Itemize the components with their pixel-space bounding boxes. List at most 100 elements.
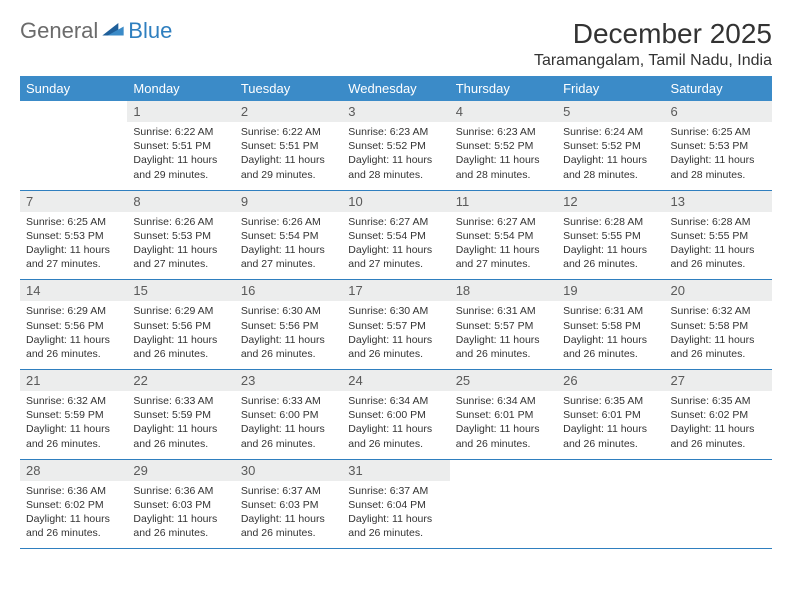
sunrise-line: Sunrise: 6:28 AM [563,215,658,229]
sunrise-line: Sunrise: 6:24 AM [563,125,658,139]
cell-body: Sunrise: 6:34 AMSunset: 6:00 PMDaylight:… [342,391,449,459]
weekday-header: Tuesday [235,76,342,101]
day-number: 5 [557,101,664,122]
sunset-line: Sunset: 5:56 PM [133,319,228,333]
cell-body: Sunrise: 6:27 AMSunset: 5:54 PMDaylight:… [342,212,449,280]
calendar-cell: 4Sunrise: 6:23 AMSunset: 5:52 PMDaylight… [450,101,557,190]
calendar-cell-empty [665,459,772,549]
sunset-line: Sunset: 5:54 PM [348,229,443,243]
daylight-line: Daylight: 11 hours and 29 minutes. [241,153,336,181]
sunrise-line: Sunrise: 6:33 AM [133,394,228,408]
day-number: 17 [342,280,449,301]
calendar-cell: 1Sunrise: 6:22 AMSunset: 5:51 PMDaylight… [127,101,234,190]
calendar-row: 7Sunrise: 6:25 AMSunset: 5:53 PMDaylight… [20,190,772,280]
day-number: 31 [342,460,449,481]
sunrise-line: Sunrise: 6:28 AM [671,215,766,229]
sunrise-line: Sunrise: 6:32 AM [26,394,121,408]
daylight-line: Daylight: 11 hours and 27 minutes. [133,243,228,271]
sunrise-line: Sunrise: 6:29 AM [133,304,228,318]
sunset-line: Sunset: 5:57 PM [456,319,551,333]
daylight-line: Daylight: 11 hours and 26 minutes. [133,333,228,361]
daylight-line: Daylight: 11 hours and 26 minutes. [26,333,121,361]
sunrise-line: Sunrise: 6:34 AM [348,394,443,408]
cell-body: Sunrise: 6:27 AMSunset: 5:54 PMDaylight:… [450,212,557,280]
calendar-cell: 13Sunrise: 6:28 AMSunset: 5:55 PMDayligh… [665,190,772,280]
sunrise-line: Sunrise: 6:35 AM [563,394,658,408]
daylight-line: Daylight: 11 hours and 27 minutes. [26,243,121,271]
daylight-line: Daylight: 11 hours and 26 minutes. [563,422,658,450]
calendar-cell: 11Sunrise: 6:27 AMSunset: 5:54 PMDayligh… [450,190,557,280]
calendar-cell: 24Sunrise: 6:34 AMSunset: 6:00 PMDayligh… [342,370,449,460]
calendar-cell: 28Sunrise: 6:36 AMSunset: 6:02 PMDayligh… [20,459,127,549]
day-number: 11 [450,191,557,212]
calendar-cell: 17Sunrise: 6:30 AMSunset: 5:57 PMDayligh… [342,280,449,370]
calendar-cell: 15Sunrise: 6:29 AMSunset: 5:56 PMDayligh… [127,280,234,370]
calendar-cell: 5Sunrise: 6:24 AMSunset: 5:52 PMDaylight… [557,101,664,190]
calendar-cell: 2Sunrise: 6:22 AMSunset: 5:51 PMDaylight… [235,101,342,190]
sunrise-line: Sunrise: 6:22 AM [241,125,336,139]
cell-body: Sunrise: 6:25 AMSunset: 5:53 PMDaylight:… [665,122,772,190]
daylight-line: Daylight: 11 hours and 26 minutes. [26,422,121,450]
calendar-row: 21Sunrise: 6:32 AMSunset: 5:59 PMDayligh… [20,370,772,460]
sunrise-line: Sunrise: 6:37 AM [241,484,336,498]
daylight-line: Daylight: 11 hours and 28 minutes. [456,153,551,181]
cell-body: Sunrise: 6:28 AMSunset: 5:55 PMDaylight:… [557,212,664,280]
sunrise-line: Sunrise: 6:31 AM [563,304,658,318]
location: Taramangalam, Tamil Nadu, India [534,52,772,70]
sunset-line: Sunset: 5:51 PM [241,139,336,153]
cell-body: Sunrise: 6:35 AMSunset: 6:02 PMDaylight:… [665,391,772,459]
calendar-cell: 6Sunrise: 6:25 AMSunset: 5:53 PMDaylight… [665,101,772,190]
day-number: 1 [127,101,234,122]
day-number: 21 [20,370,127,391]
calendar-cell: 26Sunrise: 6:35 AMSunset: 6:01 PMDayligh… [557,370,664,460]
day-number: 28 [20,460,127,481]
cell-body: Sunrise: 6:31 AMSunset: 5:58 PMDaylight:… [557,301,664,369]
cell-body: Sunrise: 6:25 AMSunset: 5:53 PMDaylight:… [20,212,127,280]
logo: General Blue [20,18,172,44]
calendar-cell: 3Sunrise: 6:23 AMSunset: 5:52 PMDaylight… [342,101,449,190]
sunset-line: Sunset: 5:52 PM [563,139,658,153]
sunset-line: Sunset: 5:52 PM [456,139,551,153]
calendar-cell-empty [20,101,127,190]
cell-body: Sunrise: 6:29 AMSunset: 5:56 PMDaylight:… [20,301,127,369]
daylight-line: Daylight: 11 hours and 29 minutes. [133,153,228,181]
day-number-empty [450,460,557,488]
sunset-line: Sunset: 5:53 PM [671,139,766,153]
cell-body: Sunrise: 6:26 AMSunset: 5:53 PMDaylight:… [127,212,234,280]
day-number: 6 [665,101,772,122]
cell-body: Sunrise: 6:22 AMSunset: 5:51 PMDaylight:… [235,122,342,190]
daylight-line: Daylight: 11 hours and 26 minutes. [133,422,228,450]
sunrise-line: Sunrise: 6:22 AM [133,125,228,139]
calendar-cell: 16Sunrise: 6:30 AMSunset: 5:56 PMDayligh… [235,280,342,370]
daylight-line: Daylight: 11 hours and 26 minutes. [348,422,443,450]
day-number: 24 [342,370,449,391]
sunset-line: Sunset: 5:56 PM [241,319,336,333]
sunrise-line: Sunrise: 6:23 AM [348,125,443,139]
day-number: 7 [20,191,127,212]
sunset-line: Sunset: 5:59 PM [133,408,228,422]
calendar-cell: 12Sunrise: 6:28 AMSunset: 5:55 PMDayligh… [557,190,664,280]
sunrise-line: Sunrise: 6:26 AM [133,215,228,229]
cell-body: Sunrise: 6:36 AMSunset: 6:03 PMDaylight:… [127,481,234,549]
calendar-cell: 14Sunrise: 6:29 AMSunset: 5:56 PMDayligh… [20,280,127,370]
cell-body: Sunrise: 6:33 AMSunset: 6:00 PMDaylight:… [235,391,342,459]
daylight-line: Daylight: 11 hours and 28 minutes. [348,153,443,181]
sunrise-line: Sunrise: 6:25 AM [26,215,121,229]
calendar-cell: 10Sunrise: 6:27 AMSunset: 5:54 PMDayligh… [342,190,449,280]
sunset-line: Sunset: 6:04 PM [348,498,443,512]
weekday-header: Saturday [665,76,772,101]
day-number: 27 [665,370,772,391]
day-number: 14 [20,280,127,301]
daylight-line: Daylight: 11 hours and 26 minutes. [241,422,336,450]
weekday-header: Wednesday [342,76,449,101]
sunrise-line: Sunrise: 6:29 AM [26,304,121,318]
cell-body: Sunrise: 6:30 AMSunset: 5:56 PMDaylight:… [235,301,342,369]
daylight-line: Daylight: 11 hours and 26 minutes. [348,512,443,540]
day-number: 8 [127,191,234,212]
calendar-row: 14Sunrise: 6:29 AMSunset: 5:56 PMDayligh… [20,280,772,370]
day-number: 15 [127,280,234,301]
day-number: 22 [127,370,234,391]
cell-body: Sunrise: 6:35 AMSunset: 6:01 PMDaylight:… [557,391,664,459]
cell-body: Sunrise: 6:29 AMSunset: 5:56 PMDaylight:… [127,301,234,369]
sunset-line: Sunset: 5:54 PM [241,229,336,243]
